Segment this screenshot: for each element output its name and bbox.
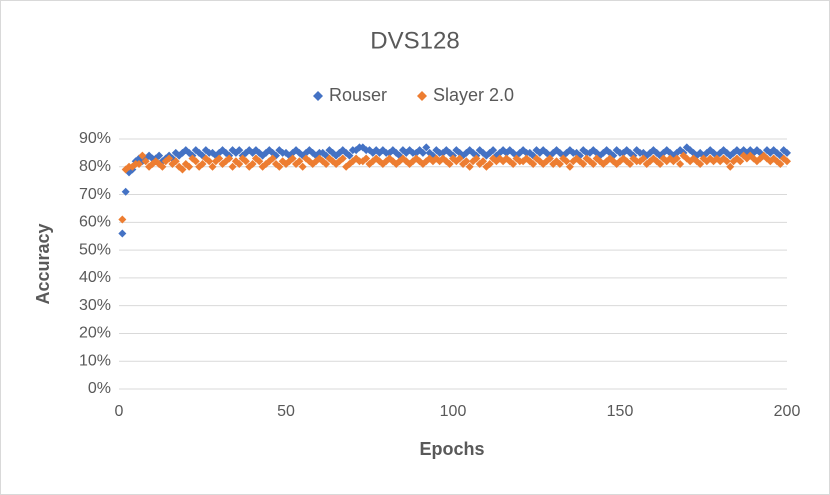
y-tick-label: 70% (79, 186, 111, 203)
y-tick-label: 90% (79, 130, 111, 147)
point (672, 154, 681, 163)
point (345, 151, 354, 160)
point (322, 160, 331, 168)
point (696, 160, 705, 168)
point (736, 157, 745, 166)
point (191, 157, 200, 166)
point (225, 154, 234, 163)
point (158, 162, 167, 171)
y-tick-label: 80% (79, 158, 111, 175)
point (185, 162, 194, 171)
point (589, 160, 598, 168)
point (422, 143, 431, 152)
legend-label: Rouser (329, 85, 387, 105)
point (255, 157, 264, 166)
point (545, 154, 554, 163)
point (141, 157, 150, 166)
y-tick-label: 10% (79, 352, 111, 369)
point (205, 157, 214, 166)
point (462, 157, 471, 166)
point (241, 157, 250, 166)
point (579, 160, 588, 168)
point (455, 154, 464, 163)
point (248, 160, 257, 168)
point (445, 160, 454, 168)
point (509, 160, 518, 168)
point (726, 162, 735, 171)
point (288, 154, 297, 163)
point (155, 151, 164, 160)
x-tick-label: 100 (440, 403, 467, 420)
point (783, 148, 791, 157)
legend-label: Slayer 2.0 (433, 85, 514, 105)
point (565, 162, 574, 171)
point (121, 187, 130, 196)
point (639, 154, 648, 163)
point (485, 160, 494, 168)
point (275, 162, 284, 171)
y-tick-label: 60% (79, 214, 111, 231)
legend-marker (417, 91, 427, 101)
point (626, 160, 635, 168)
y-tick-label: 30% (79, 297, 111, 314)
point (215, 154, 224, 163)
point (555, 160, 564, 168)
y-axis-title: Accuracy (33, 223, 53, 304)
point (165, 154, 174, 163)
point (783, 157, 791, 166)
x-tick-label: 0 (115, 403, 124, 420)
point (171, 157, 180, 166)
point (362, 154, 371, 163)
point (118, 215, 127, 224)
point (118, 229, 127, 238)
point (465, 162, 474, 171)
legend-marker (313, 91, 323, 101)
point (676, 160, 685, 168)
point (208, 162, 217, 171)
point (135, 160, 144, 168)
point (198, 160, 207, 168)
point (722, 157, 731, 166)
point (656, 160, 665, 168)
y-tick-label: 50% (79, 241, 111, 258)
point (505, 157, 514, 166)
x-tick-label: 50 (277, 403, 295, 420)
point (505, 146, 514, 155)
point (338, 154, 347, 163)
point (529, 160, 538, 168)
x-axis-title: Epochs (419, 439, 484, 459)
point (562, 157, 571, 166)
y-tick-label: 0% (88, 380, 111, 397)
y-tick-label: 40% (79, 269, 111, 286)
point (228, 162, 237, 171)
point (472, 154, 481, 163)
point (235, 160, 244, 168)
chart-title: DVS128 (370, 27, 459, 54)
point (178, 165, 187, 174)
point (479, 157, 488, 166)
point (776, 160, 785, 168)
point (295, 157, 304, 166)
x-tick-label: 200 (774, 403, 801, 420)
point (418, 148, 427, 157)
x-tick-label: 150 (607, 403, 634, 420)
point (268, 154, 277, 163)
point (138, 151, 147, 160)
point (489, 146, 498, 155)
point (235, 146, 244, 155)
point (298, 162, 307, 171)
y-tick-label: 20% (79, 325, 111, 342)
